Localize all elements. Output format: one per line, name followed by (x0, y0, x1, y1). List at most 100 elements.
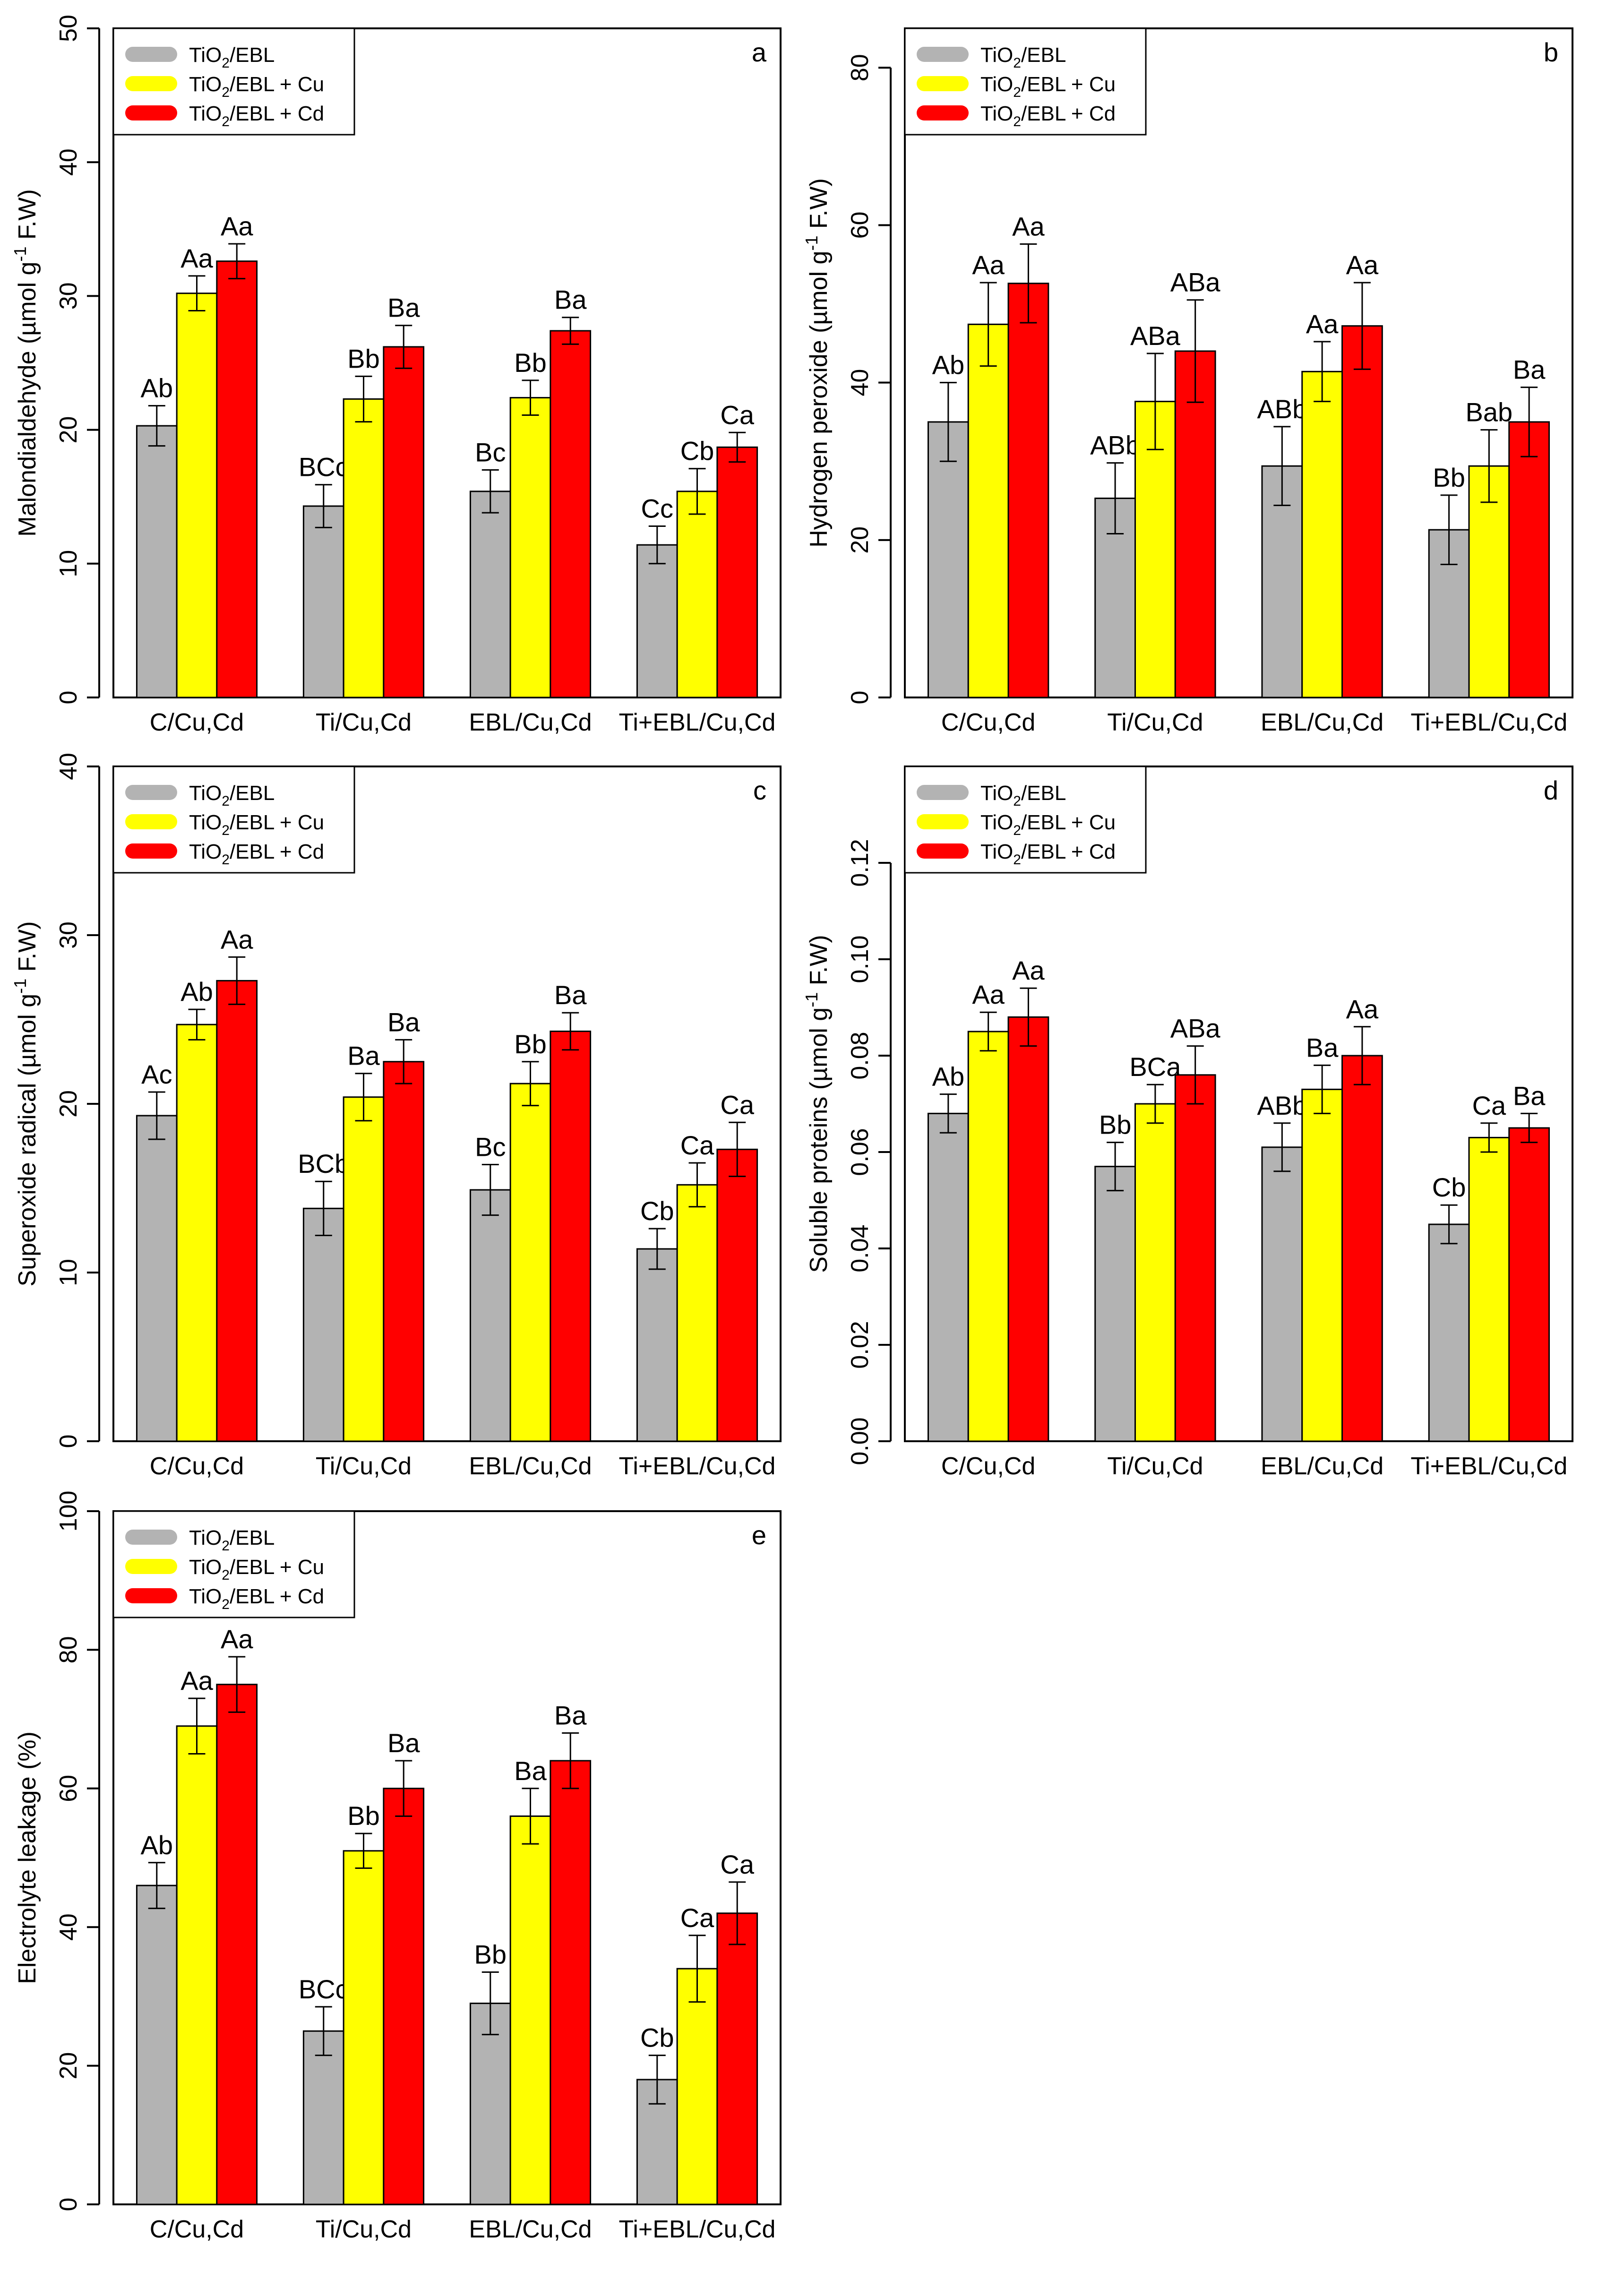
significance-label: Aa (221, 1624, 253, 1654)
significance-label: Bb (514, 1029, 547, 1059)
significance-label: BCc (299, 1974, 349, 2004)
bar (1174, 350, 1216, 698)
legend-label-base: TiO (980, 840, 1013, 863)
y-tick-label: 0.12 (846, 839, 874, 886)
bar (1007, 1016, 1049, 1442)
bar (343, 1850, 385, 2205)
bar (216, 260, 258, 698)
legend-label: TiO2/EBL + Cu (189, 811, 324, 838)
bar (302, 2030, 344, 2205)
significance-label: Ba (387, 293, 420, 323)
legend-swatch (917, 76, 969, 91)
y-tick-label: 0 (55, 691, 82, 705)
legend-swatch (917, 785, 969, 800)
bar (1134, 401, 1176, 698)
legend-label-base: TiO (980, 811, 1013, 834)
significance-label: Ca (720, 1090, 754, 1119)
legend-label: TiO2/EBL (189, 782, 275, 809)
legend-label: TiO2/EBL + Cd (980, 840, 1116, 868)
significance-label: Bb (347, 1801, 380, 1831)
legend-label-base: TiO (189, 43, 222, 67)
legend-label-rest: /EBL + Cu (230, 811, 324, 834)
x-tick-label: EBL/Cu,Cd (1261, 1453, 1383, 1480)
x-tick-label: EBL/Cu,Cd (1261, 709, 1383, 736)
y-tick-label: 20 (55, 416, 82, 444)
bar (136, 425, 178, 698)
legend-label-sub: 2 (222, 823, 230, 838)
x-tick-label: C/Cu,Cd (941, 709, 1035, 736)
legend-label-sub: 2 (1013, 852, 1021, 868)
legend-label-rest: /EBL + Cd (230, 102, 324, 125)
legend-label: TiO2/EBL + Cu (189, 73, 324, 100)
legend-label-sub: 2 (222, 114, 230, 129)
y-axis-label: Superoxide radical (µmol g-1 F.W) (10, 921, 41, 1287)
significance-label: Bb (1433, 463, 1465, 492)
y-tick-label: 60 (55, 1775, 82, 1802)
legend-label-sub: 2 (1013, 114, 1021, 129)
significance-label: Aa (1346, 250, 1379, 280)
panel-d: 0.00 0.02 0.04 0.06 0.08 0.10 0.12 Soluble prot… (802, 766, 1573, 1480)
significance-label: BCa (1129, 1052, 1181, 1082)
significance-label: Aa (180, 243, 213, 273)
x-tick-label: C/Cu,Cd (941, 1453, 1035, 1480)
y-tick-label: 0.04 (846, 1224, 874, 1272)
significance-label: ABb (1090, 430, 1140, 460)
significance-label: Bb (347, 344, 380, 373)
legend-label-rest: /EBL + Cd (230, 1585, 324, 1608)
bar (383, 1788, 425, 2205)
significance-label: Aa (1012, 211, 1045, 241)
bar (509, 397, 551, 698)
panel-a: 0 10 20 30 40 50 Malondialdehyde (µmol g-1 F.W… (10, 15, 782, 736)
legend-label-sub: 2 (222, 1597, 230, 1612)
y-axis-label-text: Malondialdehyde (µmol g (14, 262, 41, 537)
y-axis-label-text: Soluble proteins (µmol g (805, 1007, 833, 1273)
bar (1174, 1074, 1216, 1442)
y-tick-label: 0.10 (846, 935, 874, 983)
legend-label-rest: /EBL (1021, 43, 1066, 67)
y-axis-label-unit: F.W) (14, 189, 41, 246)
bar (1468, 465, 1510, 698)
significance-label: Aa (972, 980, 1005, 1009)
legend-label-rest: /EBL + Cd (1021, 102, 1116, 125)
significance-label: Cb (640, 1196, 674, 1226)
x-tick-label: Ti+EBL/Cu,Cd (1410, 709, 1567, 736)
significance-label: Ca (1472, 1091, 1506, 1120)
legend-label: TiO2/EBL (189, 1526, 275, 1554)
significance-label: Ba (387, 1007, 420, 1037)
significance-label: Bb (474, 1940, 507, 1970)
y-tick-label: 0.02 (846, 1321, 874, 1368)
bar (176, 1024, 218, 1442)
legend-label: TiO2/EBL + Cd (980, 102, 1116, 129)
bar (343, 1096, 385, 1442)
significance-label: Ca (680, 1130, 714, 1160)
legend-label-base: TiO (189, 811, 222, 834)
significance-label: Cb (680, 436, 714, 466)
legend-label-sub: 2 (222, 1538, 230, 1554)
legend-label-rest: /EBL (230, 1526, 275, 1549)
bar (216, 1684, 258, 2205)
y-axis-label: Hydrogen peroxide (µmol g-1 F.W) (802, 178, 833, 548)
bar (176, 1725, 218, 2205)
significance-label: Aa (180, 1666, 213, 1695)
y-tick-label: 40 (55, 753, 82, 780)
legend-label-base: TiO (189, 1526, 222, 1549)
legend-label: TiO2/EBL + Cu (980, 811, 1116, 838)
legend-label-rest: /EBL (1021, 782, 1066, 805)
significance-label: BCc (299, 452, 349, 482)
y-axis-label-text: Electrolyte leakage (%) (14, 1731, 41, 1984)
significance-label: Bc (475, 438, 506, 467)
significance-label: ABb (1257, 1091, 1307, 1120)
legend-label-base: TiO (980, 782, 1013, 805)
legend-label: TiO2/EBL (189, 43, 275, 71)
y-axis-label-sup: -1 (802, 992, 821, 1007)
y-axis-label-sup: -1 (802, 236, 821, 251)
legend-label: TiO2/EBL (980, 782, 1066, 809)
x-tick-label: Ti/Cu,Cd (1107, 709, 1203, 736)
bar (383, 346, 425, 698)
significance-label: Aa (972, 250, 1005, 280)
bar (676, 1968, 718, 2205)
bar (1341, 1055, 1383, 1442)
bar (550, 1760, 592, 2205)
bar (716, 1912, 758, 2205)
legend-swatch (125, 843, 177, 859)
